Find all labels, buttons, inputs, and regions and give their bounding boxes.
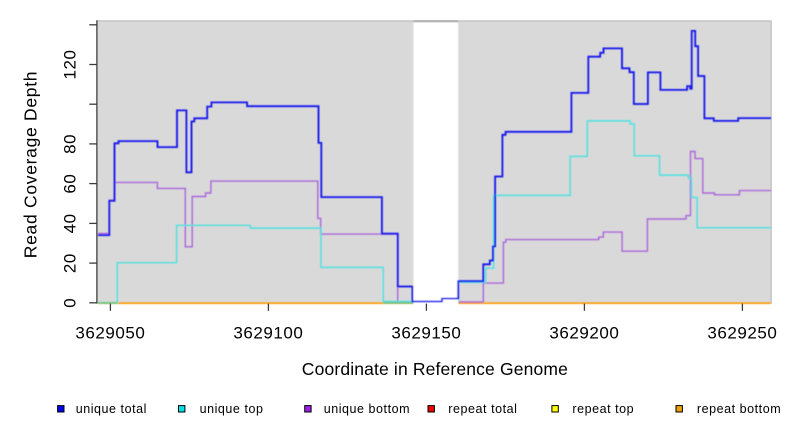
svg-text:repeat bottom: repeat bottom — [697, 402, 781, 416]
svg-text:Coordinate in Reference Genome: Coordinate in Reference Genome — [302, 359, 568, 379]
svg-text:3629200: 3629200 — [549, 324, 619, 343]
svg-text:3629150: 3629150 — [391, 324, 461, 343]
svg-text:Read Coverage Depth: Read Coverage Depth — [21, 71, 41, 258]
svg-text:120: 120 — [61, 49, 80, 79]
svg-text:3629250: 3629250 — [707, 324, 777, 343]
svg-text:unique bottom: unique bottom — [324, 402, 410, 416]
svg-text:repeat top: repeat top — [572, 402, 634, 416]
svg-text:3629050: 3629050 — [75, 324, 145, 343]
svg-text:0: 0 — [61, 298, 80, 308]
svg-text:unique top: unique top — [200, 402, 264, 416]
svg-text:60: 60 — [61, 174, 80, 194]
svg-text:unique total: unique total — [76, 402, 147, 416]
svg-text:repeat total: repeat total — [448, 402, 517, 416]
svg-text:20: 20 — [61, 253, 80, 273]
svg-text:3629100: 3629100 — [233, 324, 303, 343]
svg-text:80: 80 — [61, 134, 80, 154]
svg-text:40: 40 — [61, 213, 80, 233]
